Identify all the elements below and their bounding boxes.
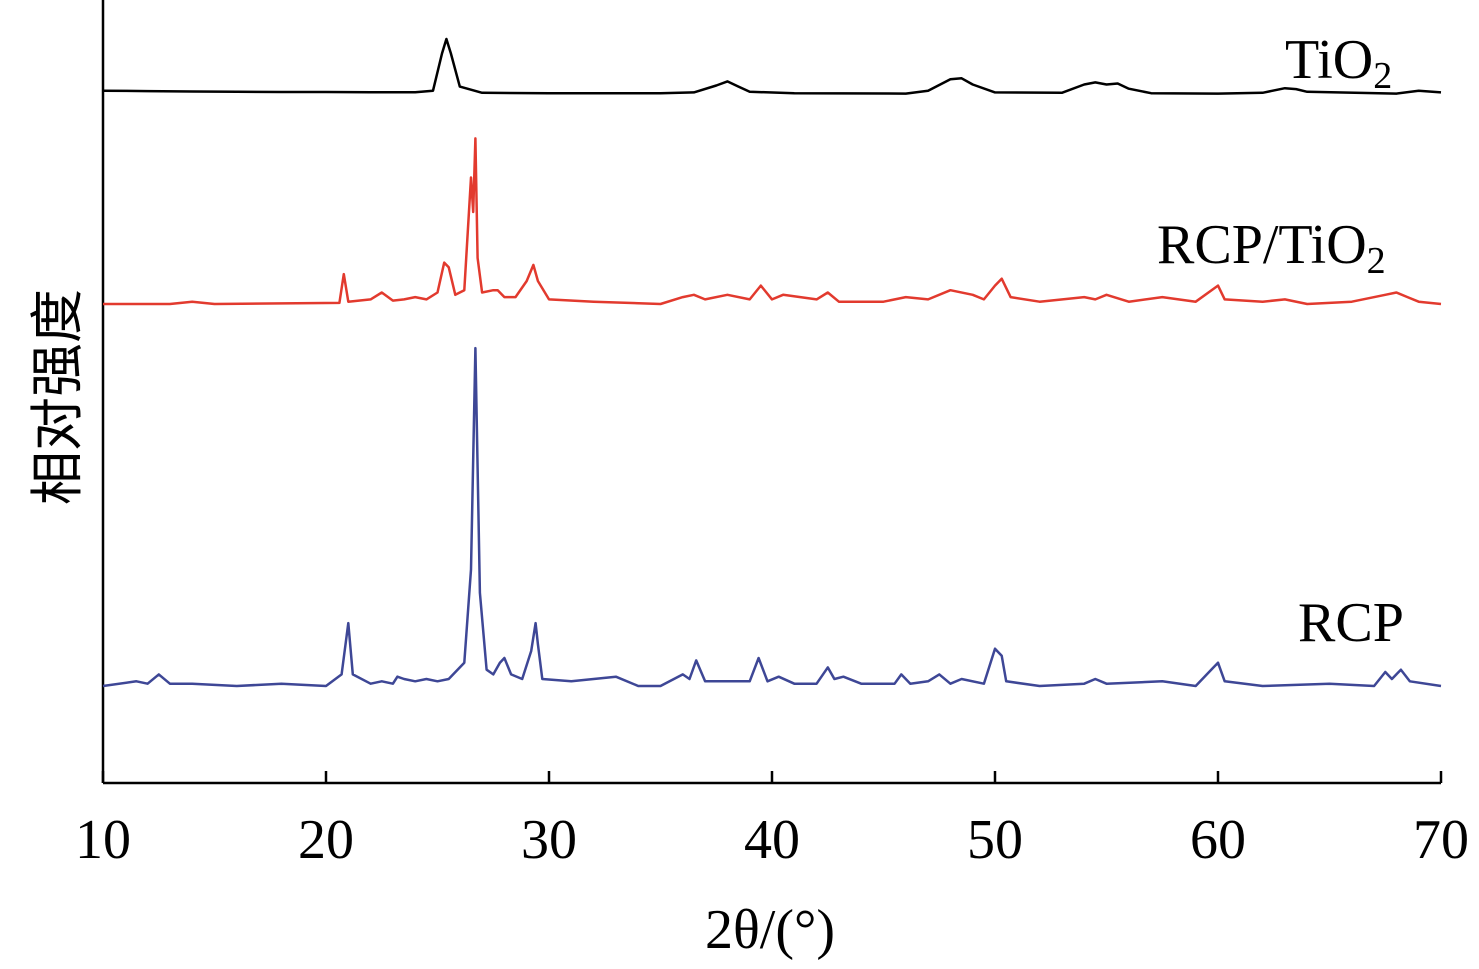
- series-label-rcp: RCP: [1298, 592, 1404, 654]
- x-tick-label: 20: [298, 809, 354, 871]
- x-tick-label: 60: [1190, 809, 1246, 871]
- series-label-rcp-tio2: RCP/TiO2: [1157, 214, 1386, 282]
- x-axis-title: 2θ/(°): [705, 899, 835, 961]
- series-label-tio2: TiO2: [1285, 29, 1392, 97]
- series-line-0: [102, 37, 1442, 95]
- x-tick-label: 70: [1413, 809, 1469, 871]
- series-line-2: [102, 346, 1442, 688]
- x-tick-label: 50: [967, 809, 1023, 871]
- x-ticks: 10 20 30 40 50 60 70: [75, 771, 1469, 871]
- series-group: [102, 37, 1442, 688]
- x-tick-label: 10: [75, 809, 131, 871]
- x-tick-label: 40: [744, 809, 800, 871]
- y-axis-title: 相对强度: [26, 289, 89, 505]
- series-line-1: [103, 137, 1442, 306]
- x-tick-label: 30: [521, 809, 577, 871]
